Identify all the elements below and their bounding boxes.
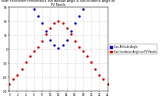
Legend: Sun Altitude Angle, Sun Incidence Angle on PV Panels: Sun Altitude Angle, Sun Incidence Angle … <box>109 44 157 54</box>
Title: Solar PV/Inverter Performance Sun Altitude Angle & Sun Incidence Angle on PV Pan: Solar PV/Inverter Performance Sun Altitu… <box>1 0 115 7</box>
